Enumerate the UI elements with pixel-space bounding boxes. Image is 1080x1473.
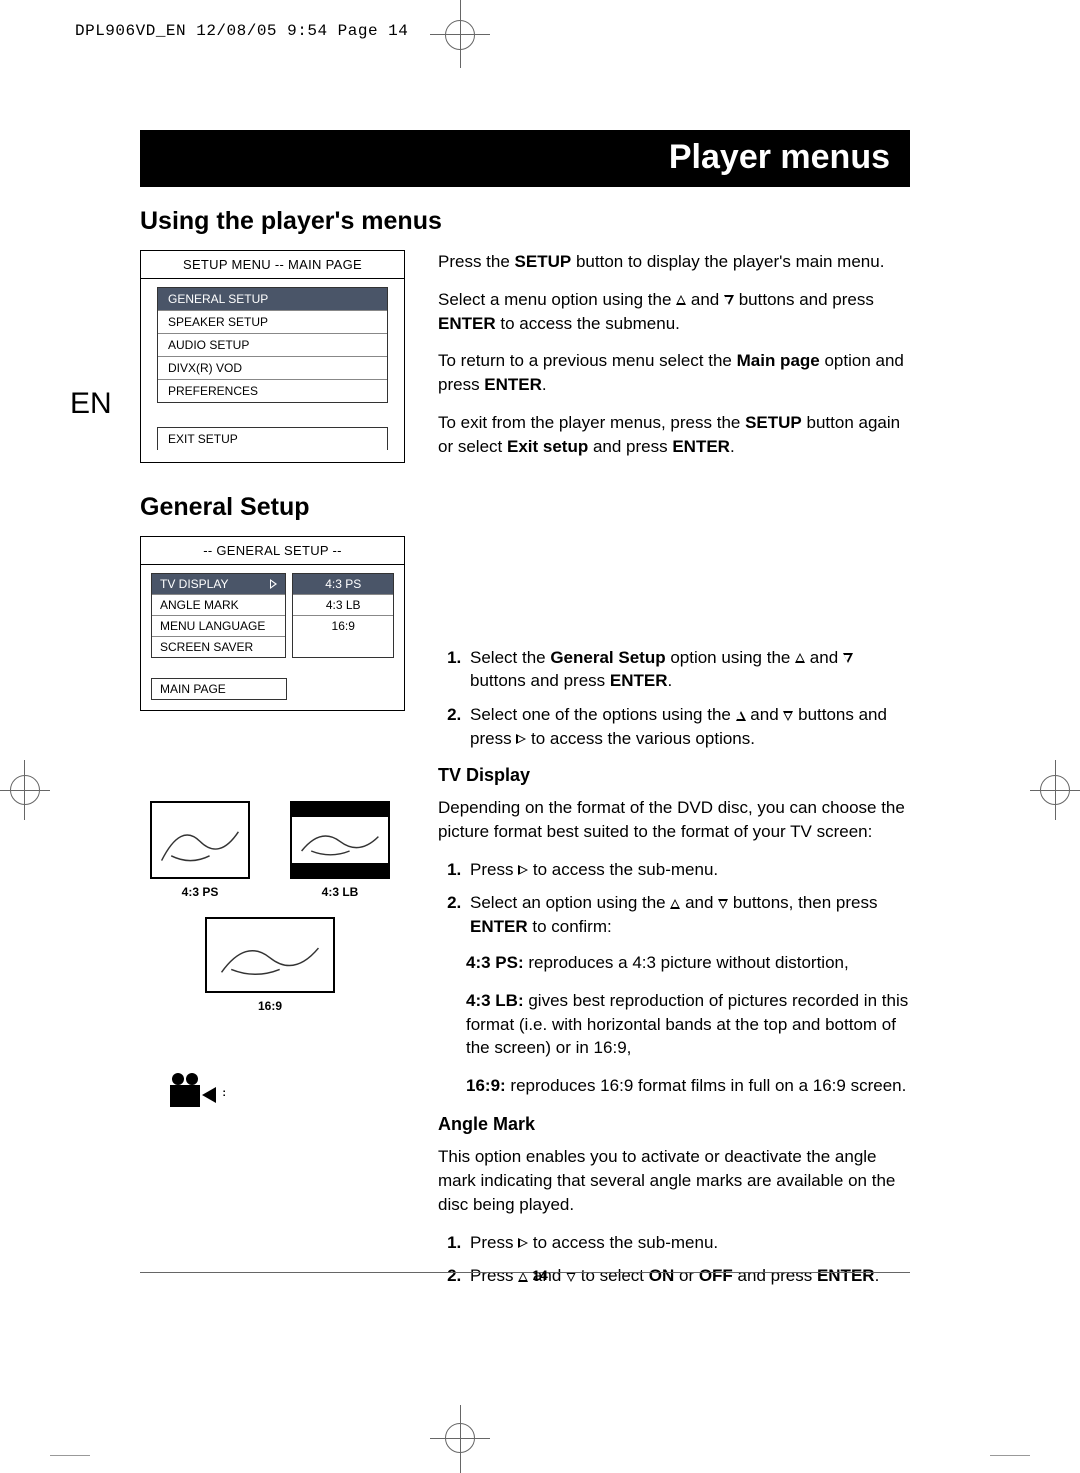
up-icon [670, 899, 680, 909]
up-icon [676, 295, 686, 305]
section-heading-general: General Setup [140, 493, 910, 522]
anglemark-intro: This option enables you to activate or d… [438, 1145, 910, 1216]
menu-row: 4:3 LB [293, 595, 393, 616]
down-icon [843, 653, 853, 663]
menu-row: DIVX(R) VOD [158, 357, 387, 380]
tv-screen-ps [150, 801, 250, 879]
tv-label: 4:3 LB [290, 885, 390, 899]
menu-row-exit: EXIT SETUP [157, 427, 388, 450]
tv-format-figures: 4:3 PS 4:3 LB 16:9 [140, 801, 400, 1013]
tv-screen-lb [290, 801, 390, 879]
menu-row: ANGLE MARK [152, 595, 285, 616]
tv-label: 16:9 [258, 999, 282, 1013]
right-icon [518, 1238, 528, 1248]
steps-tvdisplay: Press to access the sub-menu. Select an … [438, 858, 910, 939]
section2-text: Select the General Setup option using th… [420, 536, 910, 1301]
tv-screen-169 [205, 917, 335, 993]
menu-row: PREFERENCES [158, 380, 387, 402]
menu-row: 4:3 PS [293, 574, 393, 595]
general-setup-menu: -- GENERAL SETUP -- TV DISPLAY ANGLE MAR… [140, 536, 405, 711]
subheading-tvdisplay: TV Display [438, 763, 910, 788]
menu-row: MENU LANGUAGE [152, 616, 285, 637]
menu-row: AUDIO SETUP [158, 334, 387, 357]
menu-row: GENERAL SETUP [158, 288, 387, 311]
menu-row: SCREEN SAVER [152, 637, 285, 657]
header-line: DPL906VD_EN 12/08/05 9:54 Page 14 [75, 22, 408, 40]
setup-menu-main: SETUP MENU -- MAIN PAGE GENERAL SETUP SP… [140, 250, 405, 463]
down-icon [718, 899, 728, 909]
camera-icon: : [170, 1073, 216, 1107]
right-icon [516, 734, 526, 744]
up-icon [736, 711, 746, 721]
menu-title: -- GENERAL SETUP -- [141, 537, 404, 565]
section-heading-using: Using the player's menus [140, 207, 910, 236]
menu-row: TV DISPLAY [152, 574, 285, 595]
menu-row: SPEAKER SETUP [158, 311, 387, 334]
menu-row: 16:9 [293, 616, 393, 636]
down-icon [724, 295, 734, 305]
down-icon [783, 711, 793, 721]
tv-label: 4:3 PS [150, 885, 250, 899]
steps-general-setup: Select the General Setup option using th… [438, 646, 910, 751]
right-icon [270, 579, 277, 589]
menu-title: SETUP MENU -- MAIN PAGE [141, 251, 404, 279]
page-content: Player menus Using the player's menus SE… [140, 130, 910, 1300]
subheading-anglemark: Angle Mark [438, 1112, 910, 1137]
up-icon [795, 653, 805, 663]
right-icon [518, 865, 528, 875]
title-bar: Player menus [140, 130, 910, 187]
section1-text: Press the SETUP button to display the pl… [420, 250, 910, 473]
page-number: 14 [0, 1267, 1080, 1283]
menu-row-mainpage: MAIN PAGE [151, 678, 287, 700]
language-tag: EN [70, 387, 112, 421]
tvdisplay-intro: Depending on the format of the DVD disc,… [438, 796, 910, 844]
